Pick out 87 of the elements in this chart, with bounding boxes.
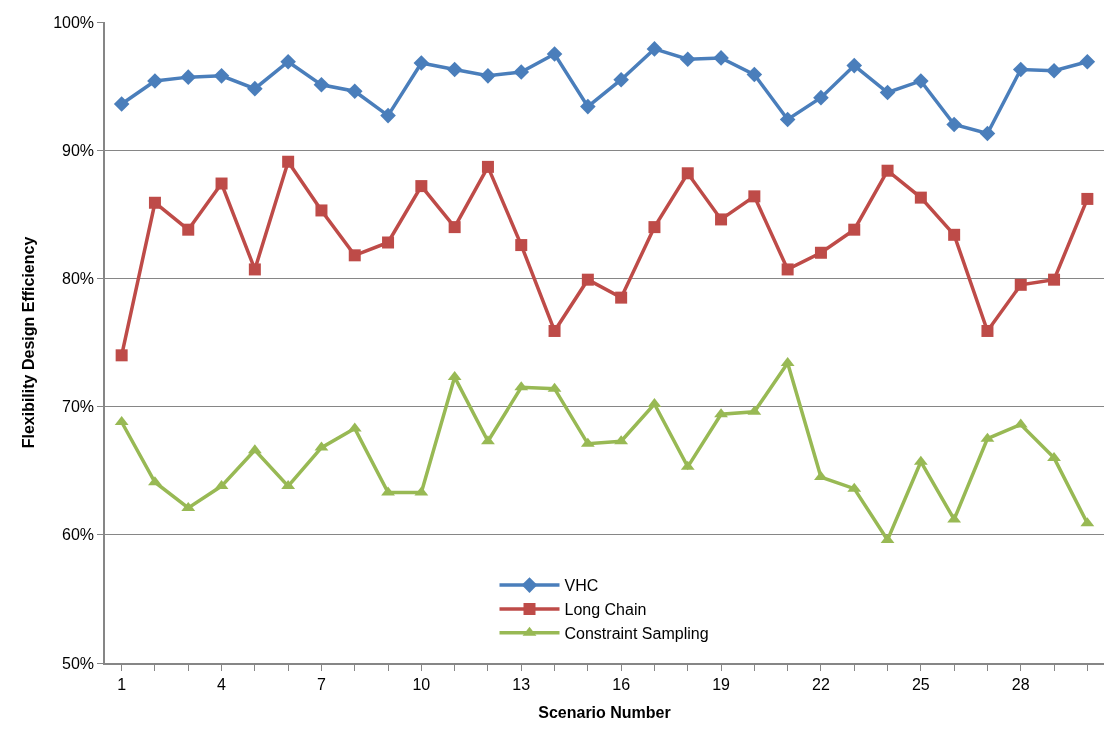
point bbox=[879, 84, 896, 101]
point bbox=[113, 96, 130, 112]
point bbox=[1048, 273, 1061, 286]
y-tick-label: 90% bbox=[62, 141, 95, 159]
point bbox=[215, 177, 228, 190]
point bbox=[346, 83, 363, 100]
point bbox=[681, 167, 694, 180]
x-tick-label: 16 bbox=[612, 675, 631, 693]
point bbox=[413, 55, 430, 71]
point bbox=[913, 73, 929, 89]
point bbox=[781, 263, 794, 276]
x-tick-label: 13 bbox=[512, 675, 531, 693]
point bbox=[748, 190, 761, 203]
point bbox=[779, 111, 796, 128]
point bbox=[1081, 192, 1094, 205]
y-tick-label: 100% bbox=[53, 13, 95, 31]
point bbox=[313, 77, 330, 93]
point bbox=[115, 349, 128, 362]
x-tick-label: 22 bbox=[812, 675, 830, 693]
point bbox=[981, 324, 994, 337]
point bbox=[380, 107, 396, 124]
point bbox=[448, 221, 461, 234]
point bbox=[713, 50, 729, 66]
point bbox=[715, 213, 728, 226]
point bbox=[846, 57, 863, 74]
y-tick-label: 80% bbox=[62, 270, 95, 287]
point bbox=[979, 125, 996, 142]
point bbox=[814, 246, 827, 259]
point bbox=[679, 51, 696, 67]
x-axis-title: Scenario Number bbox=[538, 704, 671, 722]
x-tick-label: 1 bbox=[117, 675, 127, 693]
point bbox=[948, 228, 961, 241]
point bbox=[148, 196, 161, 209]
point bbox=[746, 66, 763, 83]
point bbox=[814, 471, 828, 481]
x-tick-label: 10 bbox=[412, 675, 431, 693]
point bbox=[515, 239, 528, 252]
legend-label: Long Chain bbox=[564, 601, 647, 619]
y-tick-label: 50% bbox=[62, 654, 95, 672]
legend-label: Constraint Sampling bbox=[564, 624, 709, 642]
legend-label: VHC bbox=[564, 577, 599, 595]
point bbox=[182, 223, 195, 236]
point bbox=[315, 204, 328, 217]
point bbox=[581, 273, 594, 286]
point bbox=[180, 69, 197, 85]
point bbox=[248, 263, 261, 276]
point bbox=[646, 41, 663, 57]
x-tick-label: 28 bbox=[1011, 675, 1030, 693]
y-axis-title: Flexibility Design Efficiency bbox=[19, 236, 37, 449]
point bbox=[1047, 451, 1061, 461]
point bbox=[348, 249, 361, 262]
point bbox=[1046, 62, 1062, 79]
point bbox=[548, 324, 561, 337]
point bbox=[382, 236, 395, 249]
x-tick-label: 25 bbox=[911, 675, 930, 693]
point bbox=[247, 80, 263, 97]
point bbox=[213, 68, 230, 84]
point bbox=[881, 164, 894, 177]
x-tick-label: 4 bbox=[217, 675, 227, 693]
point bbox=[282, 155, 295, 168]
point bbox=[480, 68, 496, 84]
point bbox=[147, 73, 163, 89]
point bbox=[481, 160, 494, 173]
point bbox=[613, 71, 629, 88]
x-tick-label: 7 bbox=[317, 675, 326, 693]
point bbox=[648, 221, 661, 234]
point bbox=[1014, 278, 1027, 291]
point bbox=[481, 435, 495, 445]
point bbox=[813, 89, 829, 106]
point bbox=[848, 223, 861, 236]
point bbox=[381, 486, 395, 496]
point bbox=[946, 116, 962, 133]
point bbox=[546, 46, 563, 62]
x-tick-label: 19 bbox=[712, 675, 731, 693]
y-tick-label: 60% bbox=[62, 526, 95, 544]
point bbox=[615, 291, 628, 304]
point bbox=[446, 61, 463, 78]
point bbox=[415, 180, 428, 193]
y-tick-label: 70% bbox=[62, 398, 95, 416]
point bbox=[914, 191, 927, 204]
point bbox=[513, 64, 530, 80]
point bbox=[580, 98, 596, 115]
point bbox=[1079, 53, 1096, 70]
point bbox=[148, 476, 162, 486]
point bbox=[280, 53, 296, 70]
point bbox=[714, 408, 728, 418]
point bbox=[1012, 61, 1029, 78]
